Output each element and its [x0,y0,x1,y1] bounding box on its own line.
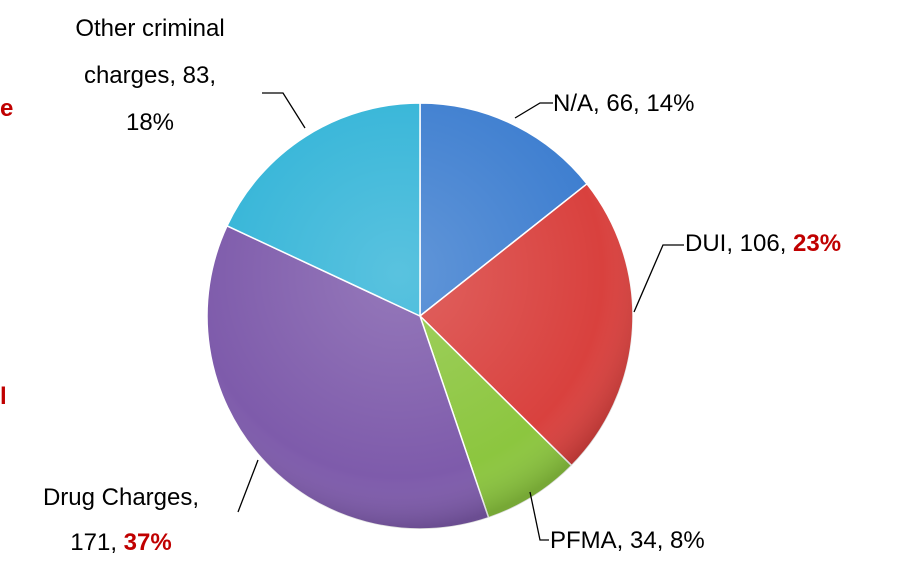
annotation: e [0,95,13,122]
data-label: 18% [126,109,174,136]
annotation: l [0,383,7,410]
data-label: DUI, 106, 23% [685,230,841,257]
data-label: charges, 83, [84,62,216,89]
data-label: 171, 37% [70,529,171,556]
leader-line [237,459,259,513]
leader-line [633,244,684,313]
leader-line [262,92,306,129]
data-label: Other criminal [75,15,224,42]
data-label: Drug Charges, [43,484,199,511]
leader-line [529,491,549,541]
data-label: PFMA, 34, 8% [550,527,705,554]
data-label: N/A, 66, 14% [553,90,694,117]
leader-line [514,102,553,119]
